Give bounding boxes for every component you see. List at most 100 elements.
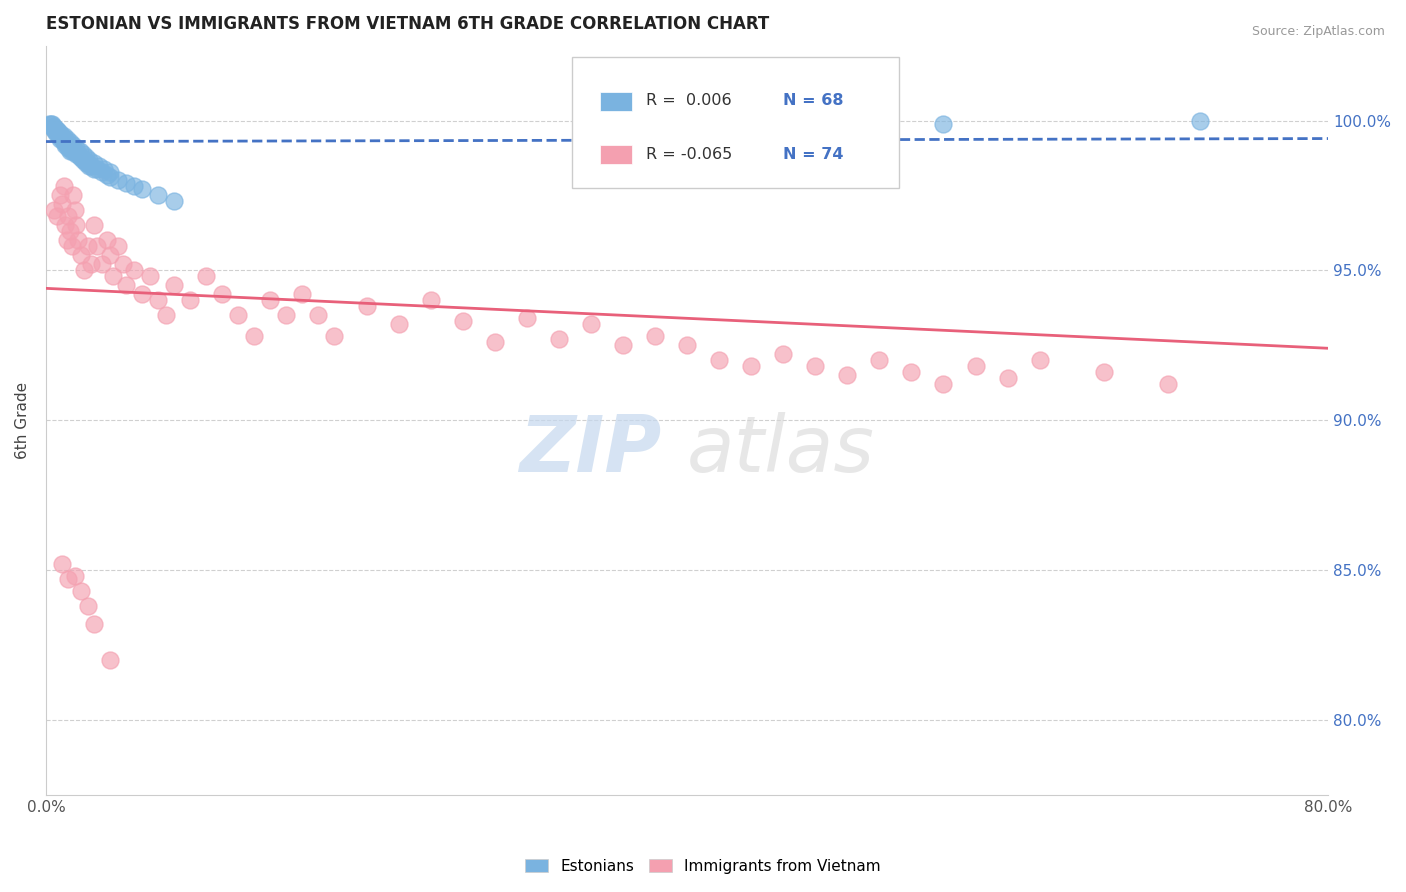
Point <box>932 377 955 392</box>
Point <box>91 164 114 178</box>
Point <box>45 126 67 140</box>
Point <box>49 131 72 145</box>
Point <box>93 161 115 176</box>
Point <box>146 293 169 308</box>
Point <box>48 128 70 143</box>
Point <box>111 257 134 271</box>
Point <box>997 371 1019 385</box>
Point <box>103 269 125 284</box>
Point <box>163 278 186 293</box>
Point <box>66 146 89 161</box>
Point <box>56 135 79 149</box>
Point <box>51 128 73 143</box>
Point <box>122 263 145 277</box>
Point <box>387 318 409 332</box>
Point <box>52 131 75 145</box>
Point <box>58 137 80 152</box>
Point <box>46 126 69 140</box>
Point <box>139 269 162 284</box>
Point <box>307 308 329 322</box>
Point <box>612 338 634 352</box>
Point <box>51 131 73 145</box>
Point <box>155 308 177 322</box>
Point <box>1157 377 1180 392</box>
Point <box>69 149 91 163</box>
Point <box>42 120 65 134</box>
Point <box>77 153 100 167</box>
Text: N = 74: N = 74 <box>783 146 844 161</box>
Point <box>86 161 108 176</box>
Point <box>46 122 69 136</box>
Point <box>58 210 80 224</box>
Point <box>83 219 105 233</box>
Point <box>291 287 314 301</box>
Point <box>49 126 72 140</box>
Point <box>323 329 346 343</box>
Point <box>356 299 378 313</box>
Point <box>107 173 129 187</box>
Point <box>131 182 153 196</box>
Point <box>49 188 72 202</box>
Point <box>1092 365 1115 379</box>
Point <box>868 353 890 368</box>
Point <box>740 359 762 374</box>
Point <box>87 159 110 173</box>
Point <box>38 117 60 131</box>
Point <box>73 263 96 277</box>
Point <box>76 239 98 253</box>
Point <box>52 128 75 143</box>
Point <box>484 335 506 350</box>
Point <box>58 572 80 586</box>
Point <box>900 365 922 379</box>
Point <box>75 149 97 163</box>
Point <box>41 120 63 134</box>
Point <box>419 293 441 308</box>
Point <box>63 144 86 158</box>
Point <box>83 155 105 169</box>
Point <box>243 329 266 343</box>
Point <box>96 234 118 248</box>
Point <box>75 155 97 169</box>
Point <box>195 269 218 284</box>
Point <box>772 347 794 361</box>
Point <box>51 557 73 571</box>
Point <box>49 128 72 143</box>
Point <box>91 257 114 271</box>
Point <box>70 584 93 599</box>
Text: R = -0.065: R = -0.065 <box>645 146 733 161</box>
Text: R =  0.006: R = 0.006 <box>645 94 731 108</box>
Point <box>707 353 730 368</box>
Point <box>131 287 153 301</box>
Point <box>69 144 91 158</box>
Point <box>72 146 94 161</box>
Point <box>122 179 145 194</box>
Point <box>56 137 79 152</box>
Point <box>42 203 65 218</box>
Point <box>676 338 699 352</box>
Point <box>59 144 82 158</box>
Point <box>96 168 118 182</box>
Point <box>83 616 105 631</box>
Point <box>115 177 138 191</box>
Point <box>62 137 84 152</box>
Point <box>60 144 83 158</box>
Point <box>65 219 87 233</box>
FancyBboxPatch shape <box>600 145 631 164</box>
Point <box>42 120 65 134</box>
FancyBboxPatch shape <box>572 57 898 188</box>
Point <box>76 155 98 169</box>
Point <box>72 153 94 167</box>
Point <box>80 159 103 173</box>
Point <box>76 599 98 613</box>
Point <box>146 188 169 202</box>
Point <box>63 569 86 583</box>
Point <box>48 126 70 140</box>
Point <box>62 188 84 202</box>
Point <box>179 293 201 308</box>
Point <box>42 122 65 136</box>
Point <box>41 117 63 131</box>
Point <box>107 239 129 253</box>
Point <box>1028 353 1050 368</box>
Point <box>56 234 79 248</box>
Point <box>63 203 86 218</box>
